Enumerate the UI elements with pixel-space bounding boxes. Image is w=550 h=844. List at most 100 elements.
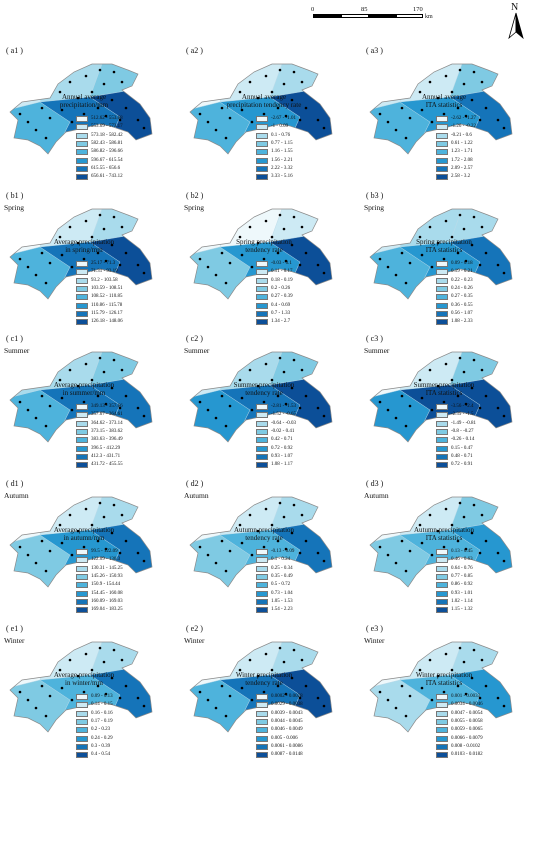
- legend-class-label: 596.67 - 615.54: [91, 157, 123, 163]
- map-panel-d3: ( d3 ) Autumn Autumn precipitation ITA sta…: [360, 475, 542, 640]
- legend-row: 1.34 - 2.7: [256, 318, 293, 326]
- legend-row: 99.5 - 122.09: [76, 548, 123, 556]
- legend-swatch: [76, 261, 88, 268]
- legend-swatch: [76, 702, 88, 709]
- legend-row: 2.58 - 3.2: [436, 173, 476, 181]
- station-dot: [120, 658, 124, 662]
- legend-swatch: [436, 404, 448, 411]
- legend-swatch: [436, 710, 448, 717]
- station-dot: [262, 545, 266, 549]
- station-dot: [84, 74, 88, 78]
- season-label: Spring: [364, 203, 385, 212]
- legend-swatch: [436, 557, 448, 564]
- station-dot: [462, 227, 466, 231]
- station-dot: [240, 686, 244, 690]
- legend-class-label: 0.15 - 0.47: [451, 445, 473, 451]
- legend-class-label: 2.09 - 2.57: [451, 165, 473, 171]
- station-dot: [458, 356, 462, 360]
- legend: 512.62 - 553.68 553.69 - 573.17 573.18 - 5…: [76, 115, 123, 181]
- legend-swatch: [76, 116, 88, 123]
- station-dot: [436, 674, 440, 678]
- station-dot: [480, 80, 484, 84]
- map-e1: [9, 641, 153, 733]
- legend-class-label: 0.25 - 0.34: [271, 565, 293, 571]
- legend-row: -2.81 - -1.53: [256, 403, 296, 411]
- station-dot: [102, 82, 106, 86]
- station-dot: [394, 561, 398, 565]
- station-dot: [282, 370, 286, 374]
- station-dot: [238, 90, 242, 94]
- legend-swatch: [256, 261, 268, 268]
- legend-row: 364.62 - 373.14: [76, 420, 123, 428]
- legend-class-label: -2.62 - -1.27: [451, 116, 476, 122]
- legend-class-label: 0.17 - 0.19: [91, 719, 113, 725]
- station-dot: [496, 696, 500, 700]
- legend: 349.13 - 357.66 357.67 - 364.61 364.62 - 3…: [76, 403, 123, 469]
- legend-class-label: 103.59 - 108.51: [91, 286, 123, 292]
- station-dot: [76, 241, 80, 245]
- station-dot: [276, 106, 280, 110]
- station-dot: [278, 646, 282, 650]
- legend-swatch: [436, 174, 448, 181]
- legend-row: 122.09 - 130.3: [76, 556, 123, 564]
- station-dot: [484, 106, 488, 110]
- station-dot: [502, 271, 506, 275]
- station-dot: [112, 648, 116, 652]
- legend-title: Average precipitation in winter/mm: [53, 671, 115, 687]
- station-dot: [238, 668, 242, 672]
- station-dot: [298, 406, 302, 410]
- legend-row: -0.8 - -0.27: [436, 428, 476, 436]
- legend-title: Winter precipitation ITA statistics: [415, 671, 473, 687]
- station-dot: [304, 106, 308, 110]
- station-dot: [256, 674, 260, 678]
- legend-class-label: -0.02 - 0.41: [271, 429, 295, 435]
- legend-swatch: [76, 319, 88, 326]
- legend-class-label: 431.72 - 455.55: [91, 462, 123, 468]
- map-d2: [189, 496, 333, 588]
- legend-class-label: -0.21 - 0.6: [451, 132, 472, 138]
- map-panel-b3: ( b3 ) Spring Spring precipitation ITA sta…: [360, 187, 542, 352]
- station-dot: [220, 539, 224, 543]
- station-dot: [464, 259, 468, 263]
- map-panel-d1: ( d1 ) Autumn Average precipitation in aut…: [0, 475, 182, 640]
- station-dot: [84, 362, 88, 366]
- legend-swatch: [256, 694, 268, 701]
- station-dot: [450, 90, 454, 94]
- legend-class-label: 0.11 - 0.17: [271, 269, 293, 275]
- station-dot: [316, 406, 320, 410]
- panel-label: ( d3 ): [366, 479, 384, 488]
- station-dot: [214, 706, 218, 710]
- legend-row: 2.22 - 3.32: [256, 165, 296, 173]
- legend-class-label: 656.61 - 743.12: [91, 174, 123, 180]
- region-outline: [189, 208, 333, 300]
- legend-swatch: [256, 735, 268, 742]
- station-dot: [124, 394, 128, 398]
- station-dot: [26, 120, 30, 124]
- station-dot: [408, 261, 412, 265]
- station-dot: [400, 684, 404, 688]
- station-dot: [34, 561, 38, 565]
- legend-row: 0.25 - 0.34: [256, 565, 294, 573]
- panel-label: ( a2 ): [186, 46, 203, 55]
- station-dot: [496, 551, 500, 555]
- legend-class-label: 0.09 - 0.18: [451, 261, 473, 267]
- station-dot: [470, 531, 474, 535]
- legend-class-label: -1.52 - -0.65: [271, 412, 296, 418]
- legend-row: 0.001 - 0.0033: [436, 693, 483, 701]
- station-dot: [436, 529, 440, 533]
- station-dot: [264, 507, 268, 511]
- legend-class-label: 0.008 - 0.0102: [451, 743, 481, 749]
- legend-swatch: [76, 310, 88, 317]
- legend-swatch: [76, 549, 88, 556]
- station-dot: [90, 378, 94, 382]
- station-dot: [444, 652, 448, 656]
- legend-row: 586.82 - 596.66: [76, 148, 123, 156]
- legend-swatch: [256, 719, 268, 726]
- north-label: N: [511, 2, 519, 13]
- station-dot: [378, 690, 382, 694]
- station-dot: [70, 553, 74, 557]
- legend-class-label: 0.1 - 0.76: [271, 132, 291, 138]
- station-dot: [82, 112, 86, 116]
- legend-row: 0.0059 - 0.0065: [436, 726, 483, 734]
- station-dot: [198, 112, 202, 116]
